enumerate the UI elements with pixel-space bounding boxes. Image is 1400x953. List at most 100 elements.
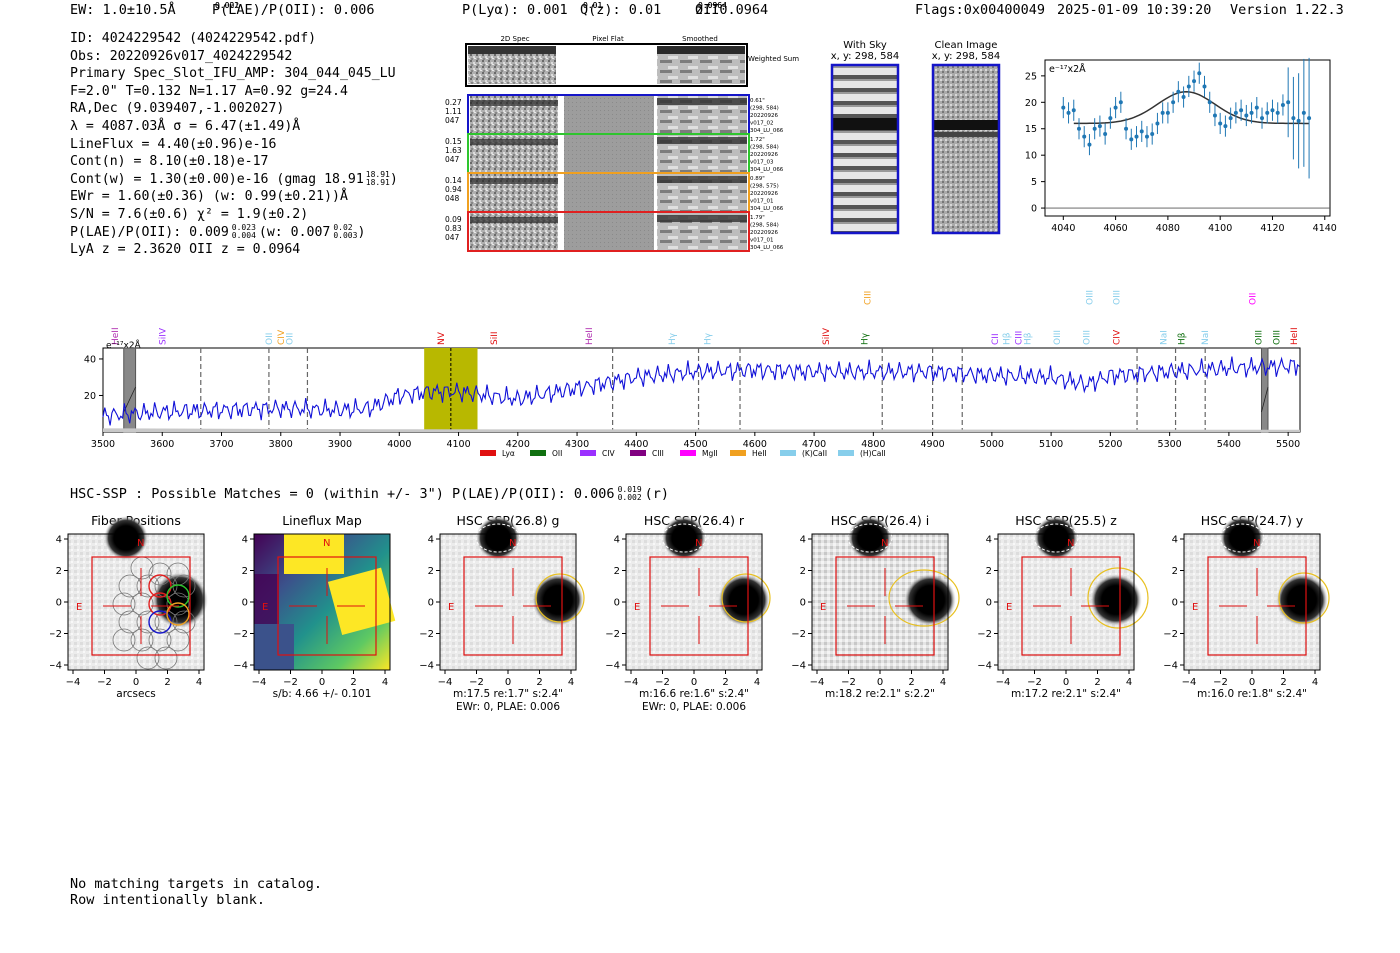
info-id: ID: 4024229542 (4024229542.pdf)	[70, 31, 317, 46]
fit-data-point	[1197, 71, 1202, 76]
cutout-left-label: 0.83	[445, 224, 462, 233]
cutout-right-label: v017_02	[750, 121, 774, 127]
east-label: E	[76, 602, 82, 613]
image-panels: Fiber PositionsNE−4−4−2−2002244arcsecsLi…	[50, 513, 1330, 713]
east-label: E	[1192, 602, 1198, 613]
with-sky-coords: x, y: 298, 584	[831, 51, 900, 62]
info-ewr: EWr = 1.60(±0.36) (w: 0.99(±0.21))Å	[70, 189, 348, 205]
fit-data-point	[1134, 134, 1139, 139]
panel-caption: m:17.5 re:1.7" s:2.4"	[453, 688, 563, 700]
cutout-left-label: 1.63	[445, 146, 462, 155]
plae-lo: 0.002	[215, 1, 240, 10]
spectral-line-label: HeII	[111, 327, 121, 345]
panel-y-tick: 2	[428, 566, 434, 577]
panel-x-tick: 0	[133, 677, 139, 688]
fit-data-point	[1239, 108, 1244, 113]
fit-data-point	[1129, 137, 1134, 142]
spectral-line-label: OIII	[1086, 290, 1096, 305]
spectrum-x-tick: 5400	[1217, 439, 1241, 450]
panel-caption: m:16.0 re:1.8" s:2.4"	[1197, 688, 1307, 700]
fit-y-tick: 0	[1031, 204, 1037, 215]
spectral-line-label: OIII	[1083, 330, 1093, 345]
flags-value: Flags:0x00400049	[915, 2, 1046, 18]
panel-x-tick: 4	[196, 677, 202, 688]
spectral-line-label: CIV	[1112, 329, 1122, 345]
panel-y-tick: −4	[1163, 661, 1178, 672]
clean-image-coords: x, y: 298, 584	[932, 51, 1001, 62]
fiber-circle	[166, 602, 190, 626]
spectral-line-label: SiIV	[158, 327, 168, 345]
col-header-smoothed: Smoothed	[682, 35, 718, 43]
catalog-footer: No matching targets in catalog. Row inte…	[70, 876, 322, 908]
spectrum-y-tick: 20	[84, 391, 96, 402]
fit-data-point	[1228, 116, 1233, 121]
plae-hi: 0.021	[215, 1, 240, 10]
fit-data-point	[1171, 100, 1176, 105]
panel-x-tick: −4	[810, 677, 825, 688]
spectral-line-label: Hγ	[668, 332, 678, 345]
cutout-left-label: 1.11	[445, 107, 462, 116]
fit-data-point	[1066, 110, 1071, 115]
panel-x-tick: −2	[1213, 677, 1228, 688]
info-obs: Obs: 20220926v017_4024229542	[70, 48, 293, 64]
legend-item: HeII	[730, 449, 767, 458]
fit-data-point	[1286, 100, 1291, 105]
spectrum-x-tick: 5200	[1098, 439, 1122, 450]
col-header-pixelflat: Pixel Flat	[592, 35, 624, 43]
fit-y-tick: 25	[1025, 71, 1037, 82]
cutout-right-label: v017_03	[750, 160, 774, 166]
weighted-sum-label: Weighted Sum	[748, 55, 799, 63]
panel-title: Lineflux Map	[282, 513, 362, 528]
spectrum-x-tick: 3700	[209, 439, 233, 450]
panel-x-tick: 2	[1094, 677, 1100, 688]
panel-x-tick: 0	[877, 677, 883, 688]
panel-y-tick: −2	[977, 629, 992, 640]
panel-caption: arcsecs	[116, 688, 155, 700]
fit-y-tick: 15	[1025, 124, 1037, 135]
spectrum-line	[102, 356, 1300, 426]
panel-x-tick: 0	[505, 677, 511, 688]
panel-x-tick: 0	[691, 677, 697, 688]
panel-x-tick: −4	[438, 677, 453, 688]
fit-data-point	[1150, 132, 1155, 137]
panel-y-tick: 4	[614, 535, 620, 546]
aperture-box	[1021, 556, 1121, 656]
info-lineflux: LineFlux = 4.40(±0.96)e-16	[70, 136, 277, 152]
panel-x-tick: −4	[66, 677, 81, 688]
aperture-ellipse	[535, 573, 585, 623]
fit-plot-frame	[1044, 59, 1331, 217]
cutout-right-label: 1.79"	[750, 215, 765, 221]
info-redshifts: LyA z = 2.3620 OII z = 0.0964	[70, 242, 301, 258]
spectral-line-label: Hβ	[1177, 332, 1187, 345]
panel-y-tick: 4	[242, 535, 248, 546]
aperture-ellipse	[888, 569, 960, 627]
spectral-line-label: OII	[1249, 293, 1259, 305]
clean-image-title: Clean Image	[935, 40, 998, 51]
panel-caption: s/b: 4.66 +/- 0.101	[273, 688, 372, 700]
spectrum-x-tick: 4800	[861, 439, 885, 450]
spectral-line-label: NaI	[1160, 330, 1170, 345]
spectral-line-label: Hβ	[1003, 332, 1013, 345]
fit-x-tick: 4100	[1208, 223, 1232, 234]
fit-data-point	[1270, 108, 1275, 113]
panel-y-tick: 0	[56, 598, 62, 609]
panel-caption-2: EWr: 0, PLAE: 0.006	[456, 701, 560, 713]
svg-text:MgII: MgII	[702, 449, 718, 458]
header-bar: EW: 1.0±10.5Å P(LAE)/P(OII): 0.006 0.021 0…	[70, 1, 1344, 19]
spectrum-x-tick: 5300	[1158, 439, 1182, 450]
cutout-left-label: 0.09	[445, 215, 462, 224]
spectral-line-label: OII	[265, 333, 275, 345]
cutout-left-label: 047	[445, 233, 460, 242]
spectrum-x-tick: 4000	[387, 439, 411, 450]
panel-y-tick: 2	[986, 566, 992, 577]
fit-data-point	[1113, 105, 1118, 110]
fit-data-point	[1218, 121, 1223, 126]
spectrum-x-tick: 4600	[743, 439, 767, 450]
source-blob	[1276, 574, 1328, 626]
panel-y-tick: 2	[242, 566, 248, 577]
fit-data-point	[1291, 116, 1296, 121]
version: Version 1.22.3	[1230, 2, 1344, 18]
panel-y-tick: −4	[791, 661, 806, 672]
